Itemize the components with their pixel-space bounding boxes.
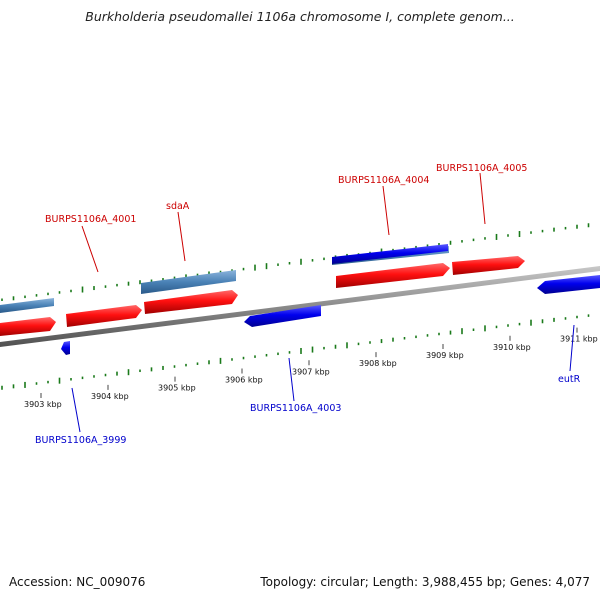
forward-gene[interactable] — [66, 305, 142, 327]
forward-gene[interactable] — [144, 290, 238, 314]
gc-content-track-lower — [1, 314, 590, 390]
forward-gene[interactable] — [336, 263, 450, 288]
scale-tick-label: 3905 kbp — [158, 384, 196, 393]
scale-tick-label: 3911 kbp — [560, 335, 598, 344]
map-title: Burkholderia pseudomallei 1106a chromoso… — [85, 9, 515, 24]
label-leaders — [71, 172, 575, 433]
gc-content-track-upper — [1, 223, 590, 301]
reverse-gene[interactable] — [537, 275, 600, 294]
scale-tick-label: 3903 kbp — [24, 400, 62, 409]
gene-label-burps1106a-4001[interactable]: BURPS1106A_4001 — [45, 214, 136, 225]
scale-tick-label: 3909 kbp — [426, 351, 464, 360]
scale-tick-label: 3910 kbp — [493, 343, 531, 352]
rna-feature[interactable] — [141, 270, 236, 294]
scale-tick-label: 3907 kbp — [292, 367, 330, 376]
genome-backbone — [0, 266, 600, 347]
gene-label-sdaa[interactable]: sdaA — [166, 201, 190, 212]
forward-gene[interactable] — [452, 256, 525, 275]
gene-label-burps1106a-4004[interactable]: BURPS1106A_4004 — [338, 175, 429, 186]
scale-tick-label: 3904 kbp — [91, 392, 129, 401]
scale-tick-label: 3908 kbp — [359, 359, 397, 368]
gene-label-burps1106a-4005[interactable]: BURPS1106A_4005 — [436, 163, 527, 174]
reverse-gene[interactable] — [332, 244, 448, 264]
gene-label-burps1106a-4003[interactable]: BURPS1106A_4003 — [250, 403, 341, 414]
gene-label-burps1106a-3999[interactable]: BURPS1106A_3999 — [35, 435, 126, 446]
reverse-gene[interactable] — [61, 341, 70, 355]
reverse-gene[interactable] — [244, 305, 321, 327]
forward-gene[interactable] — [0, 317, 56, 336]
rna-feature[interactable] — [0, 298, 54, 313]
scale-axis: 3903 kbp 3904 kbp 3905 kbp 3906 kbp 3907 kbp… — [24, 327, 598, 409]
scale-tick-label: 3906 kbp — [225, 375, 263, 384]
genome-summary: Topology: circular; Length: 3,988,455 bp… — [260, 575, 590, 589]
accession-label: Accession: NC_009076 — [9, 575, 146, 589]
gene-label-eutr[interactable]: eutR — [558, 374, 581, 385]
